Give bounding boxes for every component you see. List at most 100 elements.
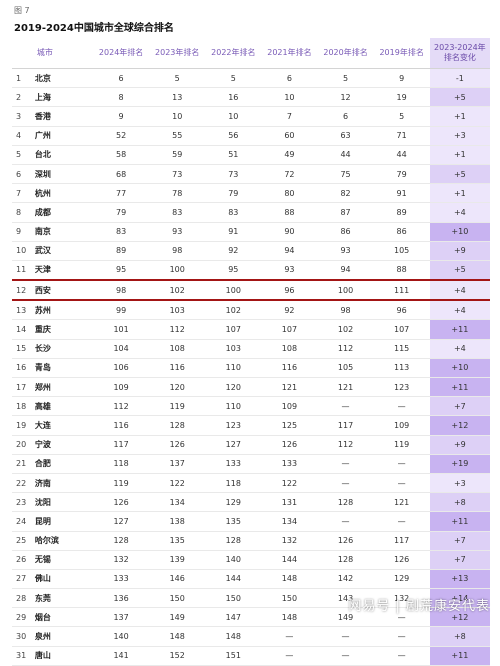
rank-2020-cell: — [317, 473, 374, 494]
rank-2019-cell: 119 [373, 435, 430, 455]
rank-2020-cell: 100 [317, 279, 374, 302]
rank-2021-cell: 92 [261, 300, 318, 321]
rank-2021-cell: 121 [261, 377, 318, 398]
city-cell: 泉州 [34, 626, 94, 647]
rank-2020-cell: 12 [317, 87, 374, 108]
rank-2023-cell: 5 [149, 68, 206, 89]
rank-2019-cell: 9 [373, 68, 430, 89]
rank-cell: 14 [12, 319, 35, 340]
table-row: 7 杭州 77 78 79 80 82 91 +1 [12, 183, 490, 204]
rank-2021-cell: 133 [261, 454, 318, 474]
change-cell: +5 [429, 260, 490, 281]
rank-cell: 23 [12, 492, 35, 513]
table-row: 13 苏州 99 103 102 92 98 96 +4 [12, 300, 490, 321]
rank-2022-cell: 110 [205, 396, 262, 417]
change-cell: +9 [429, 241, 490, 261]
city-cell: 大连 [34, 415, 94, 436]
rank-2023-cell: 152 [149, 646, 206, 666]
city-cell: 南京 [34, 222, 94, 242]
change-cell: +1 [429, 106, 490, 127]
rank-2024-cell: 98 [93, 279, 150, 302]
rank-2023-cell: 150 [149, 588, 206, 609]
rank-2022-cell: 107 [205, 319, 262, 340]
change-cell: +12 [429, 415, 490, 436]
rank-2019-cell: — [373, 473, 430, 494]
city-cell: 北京 [34, 68, 94, 89]
rank-2024-cell: 9 [93, 106, 150, 127]
city-cell: 天津 [34, 260, 94, 281]
rank-2022-cell: 127 [205, 435, 262, 455]
city-cell: 东莞 [34, 588, 94, 609]
change-cell: +11 [429, 646, 490, 666]
rank-2022-cell: 92 [205, 241, 262, 261]
rank-2024-cell: 137 [93, 607, 150, 628]
rank-2021-cell: 148 [261, 569, 318, 590]
city-cell: 合肥 [34, 454, 94, 474]
table-row: 8 成都 79 83 83 88 87 89 +4 [12, 202, 490, 223]
rank-2022-cell: 16 [205, 87, 262, 108]
rank-2024-cell: 132 [93, 550, 150, 570]
rank-cell: 4 [12, 126, 35, 146]
rank-2019-cell: 121 [373, 492, 430, 513]
city-cell: 香港 [34, 106, 94, 127]
rank-2024-cell: 106 [93, 358, 150, 379]
rank-2023-cell: 13 [149, 87, 206, 108]
table-row: 5 台北 58 59 51 49 44 44 +1 [12, 145, 490, 165]
city-cell: 武汉 [34, 241, 94, 261]
rank-2021-cell: — [261, 646, 318, 666]
rank-2020-cell: 82 [317, 183, 374, 204]
table-row: 17 郑州 109 120 120 121 121 123 +11 [12, 377, 490, 398]
city-cell: 沈阳 [34, 492, 94, 513]
rank-2024-cell: 140 [93, 626, 150, 647]
table-row: 16 青岛 106 116 110 116 105 113 +10 [12, 358, 490, 379]
rank-2020-cell: 112 [317, 339, 374, 359]
rank-2019-cell: 115 [373, 339, 430, 359]
rank-2020-cell: — [317, 646, 374, 666]
rank-2020-cell: 94 [317, 260, 374, 281]
rank-2021-cell: 107 [261, 319, 318, 340]
rank-2021-cell: 122 [261, 473, 318, 494]
rank-2019-cell: 107 [373, 319, 430, 340]
rank-2023-cell: 138 [149, 511, 206, 532]
rank-cell: 19 [12, 415, 35, 436]
rank-cell: 29 [12, 607, 35, 628]
city-cell: 佛山 [34, 569, 94, 590]
rank-2022-cell: 91 [205, 222, 262, 242]
table-row: 12 西安 98 102 100 96 100 111 +4 [12, 279, 490, 302]
rank-2019-cell: 79 [373, 164, 430, 185]
rank-cell: 22 [12, 473, 35, 494]
rank-2020-cell: 102 [317, 319, 374, 340]
rank-2020-cell: 75 [317, 164, 374, 185]
rank-2022-cell: 120 [205, 377, 262, 398]
rank-2024-cell: 77 [93, 183, 150, 204]
header-change: 2023-2024年排名变化 [429, 38, 490, 69]
rank-2022-cell: 129 [205, 492, 262, 513]
table-row: 19 大连 116 128 123 125 117 109 +12 [12, 415, 490, 436]
city-cell: 苏州 [34, 300, 94, 321]
table-row: 1 北京 6 5 5 6 5 9 -1 [12, 68, 490, 89]
rank-cell: 8 [12, 202, 35, 223]
rank-2023-cell: 146 [149, 569, 206, 590]
rank-2023-cell: 10 [149, 106, 206, 127]
change-cell: +7 [429, 531, 490, 551]
rank-2024-cell: 104 [93, 339, 150, 359]
city-cell: 广州 [34, 126, 94, 146]
rank-2022-cell: 128 [205, 531, 262, 551]
rank-2019-cell: 91 [373, 183, 430, 204]
table-title: 2019-2024中国城市全球综合排名 [14, 23, 174, 34]
rank-cell: 10 [12, 241, 35, 261]
rank-2023-cell: 119 [149, 396, 206, 417]
rank-2019-cell: 71 [373, 126, 430, 146]
rank-2023-cell: 149 [149, 607, 206, 628]
rank-2021-cell: 148 [261, 607, 318, 628]
city-cell: 深圳 [34, 164, 94, 185]
table-row: 27 佛山 133 146 144 148 142 129 +13 [12, 569, 490, 590]
rank-2023-cell: 120 [149, 377, 206, 398]
rank-2020-cell: 143 [317, 588, 374, 609]
rank-2022-cell: 144 [205, 569, 262, 590]
rank-2021-cell: 108 [261, 339, 318, 359]
table-row: 14 重庆 101 112 107 107 102 107 +11 [12, 319, 490, 340]
rank-2020-cell: 87 [317, 202, 374, 223]
rank-2020-cell: 6 [317, 106, 374, 127]
rank-cell: 13 [12, 300, 35, 321]
